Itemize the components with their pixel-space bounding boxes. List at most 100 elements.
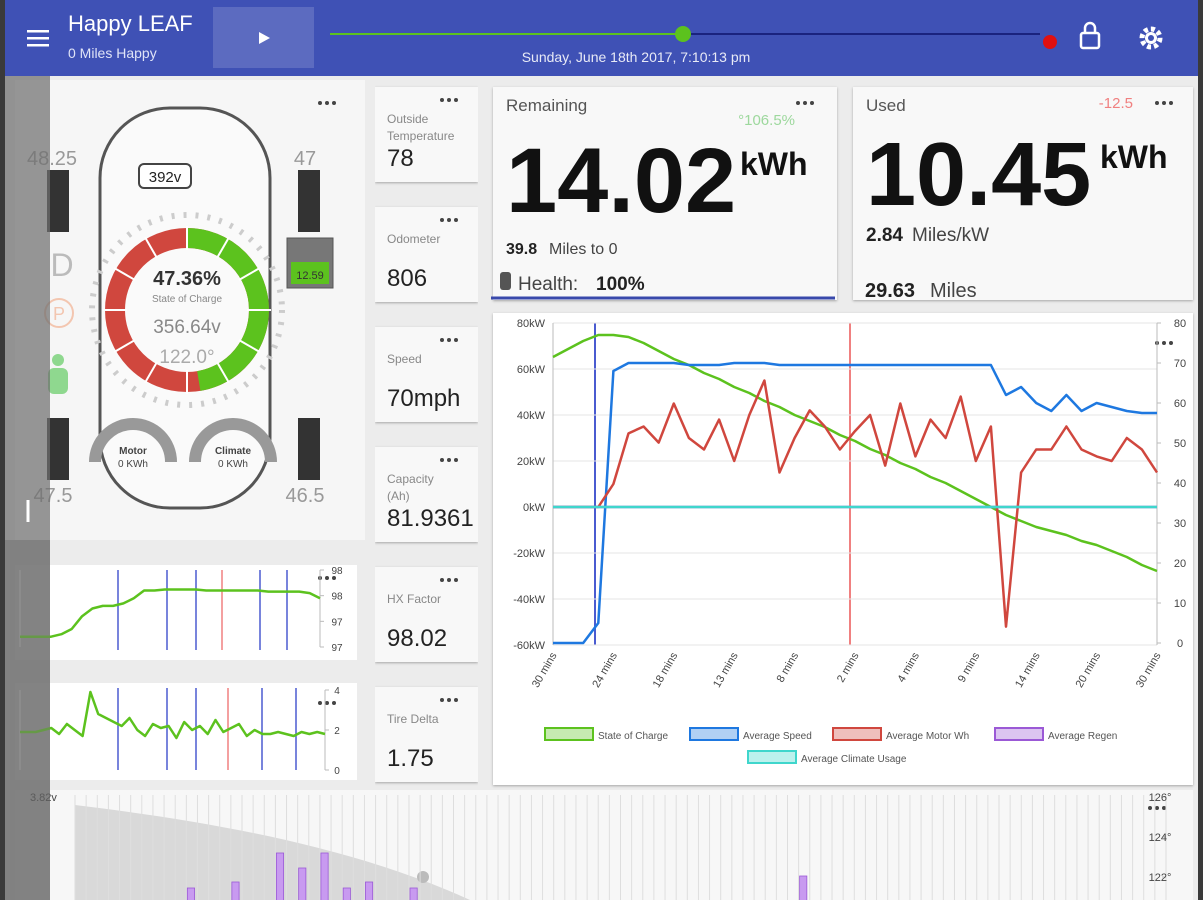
remaining-label: Remaining — [506, 96, 587, 115]
tile-value: 98.02 — [387, 625, 447, 652]
bar — [799, 875, 808, 900]
more-menu[interactable] — [440, 578, 458, 582]
right-edge — [1198, 0, 1203, 900]
timestamp: Sunday, June 18th 2017, 7:10:13 pm — [522, 49, 751, 65]
legend-label: Average Motor Wh — [886, 731, 969, 742]
y-tick-label: -60kW — [513, 640, 545, 652]
y-tick-label: 60kW — [517, 364, 546, 376]
settings-icon[interactable] — [1139, 26, 1163, 50]
dot — [1162, 341, 1166, 345]
dot — [454, 458, 458, 462]
voltage-marker — [417, 871, 429, 883]
remaining-value: 14.02 — [506, 130, 736, 232]
y-tick-label: 97 — [331, 643, 343, 654]
soc-caption: State of Charge — [152, 294, 222, 305]
park: P — [53, 304, 65, 324]
climate-value: 0 KWh — [218, 459, 248, 470]
efficiency-value: 2.84 — [866, 225, 903, 246]
dot — [332, 701, 336, 705]
y-tick-label: 20kW — [517, 456, 546, 468]
tile-card — [375, 567, 478, 662]
dot — [325, 101, 329, 105]
dot — [325, 576, 329, 580]
legend-swatch — [689, 727, 739, 741]
left-edge — [0, 0, 5, 900]
used-delta: -12.5 — [1099, 95, 1133, 112]
dot — [454, 578, 458, 582]
tile-value: 1.75 — [387, 745, 434, 772]
health-label: Health: — [518, 274, 578, 295]
y-tick-label: 97 — [331, 617, 343, 628]
efficiency-unit: Miles/kW — [912, 225, 989, 246]
more-menu[interactable] — [796, 101, 814, 105]
health-value: 100% — [596, 274, 645, 295]
series-line — [20, 588, 321, 638]
tile-card — [375, 687, 478, 782]
more-menu[interactable] — [440, 458, 458, 462]
more-menu[interactable] — [440, 338, 458, 342]
series-line — [20, 690, 326, 740]
legend-label: State of Charge — [598, 731, 668, 742]
soc-divider — [113, 339, 136, 353]
more-menu[interactable] — [1155, 101, 1173, 105]
motor-value: 0 KWh — [118, 459, 148, 470]
soc-divider — [113, 267, 136, 281]
tile: Tire Delta 1.75 — [375, 687, 478, 782]
dot — [318, 701, 322, 705]
voltage-area — [75, 805, 470, 900]
legend-swatch — [832, 727, 882, 741]
legend-label: Average Regen — [1048, 731, 1117, 742]
used-value: 10.45 — [866, 125, 1091, 225]
app-title: Happy LEAF — [68, 11, 193, 36]
play-button[interactable] — [213, 7, 314, 68]
y2-tick-label: 60 — [1174, 398, 1186, 410]
y2-tick-label: 50 — [1174, 438, 1186, 450]
more-menu[interactable] — [440, 698, 458, 702]
more-menu[interactable] — [440, 98, 458, 102]
aux-battery-voltage: 12.59 — [296, 270, 324, 282]
y-tick-label: 98 — [331, 592, 343, 603]
bar — [409, 887, 418, 900]
tile-label: (Ah) — [387, 489, 410, 503]
lock-icon[interactable] — [1079, 21, 1101, 50]
battery-voltage: 356.64v — [153, 317, 221, 338]
more-menu[interactable] — [440, 218, 458, 222]
tile-value: 78 — [387, 145, 414, 172]
dot — [440, 578, 444, 582]
y2-tick-label: 10 — [1174, 598, 1186, 610]
more-menu[interactable] — [1148, 806, 1166, 810]
y-tick-label: 124° — [1149, 832, 1172, 844]
soc-divider — [238, 267, 261, 281]
climate-label: Climate — [215, 446, 252, 457]
dot — [1169, 341, 1173, 345]
tile-card — [375, 327, 478, 422]
dot — [1155, 806, 1159, 810]
menu-icon[interactable] — [27, 30, 49, 47]
bar — [275, 852, 285, 900]
tires — [47, 170, 320, 480]
dot — [796, 101, 800, 105]
legend-swatch — [544, 727, 594, 741]
tile-label: Outside — [387, 112, 429, 126]
dot — [454, 698, 458, 702]
dot — [332, 576, 336, 580]
range-unit: Miles to 0 — [549, 241, 618, 258]
y-tick-label: 2 — [334, 726, 340, 737]
dot — [454, 338, 458, 342]
y2-tick-label: 40 — [1174, 478, 1186, 490]
tire-pressure: 47 — [294, 148, 316, 170]
dot — [447, 698, 451, 702]
more-menu[interactable] — [318, 701, 336, 705]
distance-value: 29.63 — [865, 280, 915, 302]
timeline-thumb[interactable] — [675, 26, 691, 42]
tire-pressure: 46.5 — [286, 485, 325, 507]
dot — [440, 338, 444, 342]
dot — [454, 218, 458, 222]
dot — [440, 698, 444, 702]
dot — [447, 578, 451, 582]
more-menu[interactable] — [1155, 341, 1173, 345]
more-menu[interactable] — [318, 101, 336, 105]
tile: Odometer 806 — [375, 207, 478, 302]
tile-label: HX Factor — [387, 592, 441, 606]
